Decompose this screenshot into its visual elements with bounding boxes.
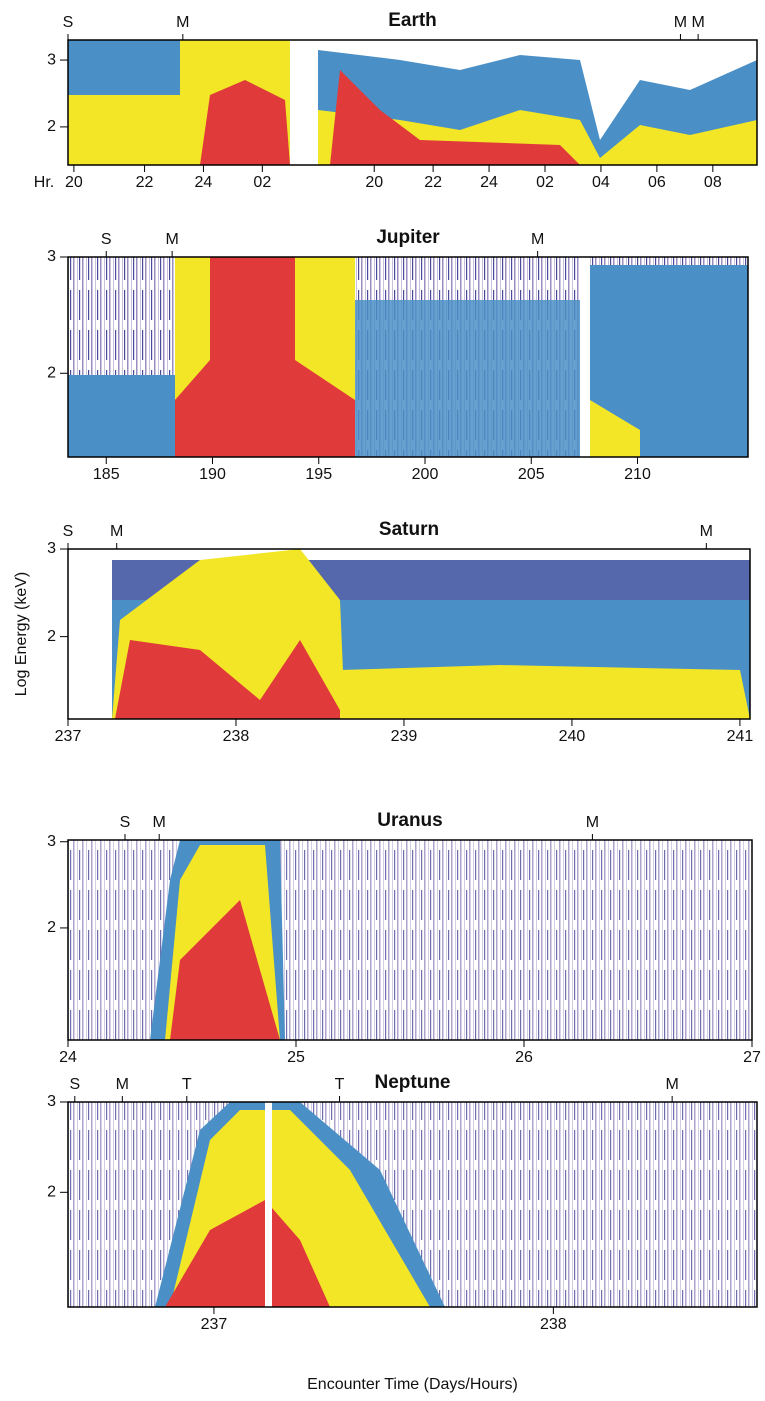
plot-frame (67, 256, 749, 458)
x-tick-label: 238 (223, 728, 250, 745)
plot-frame (67, 548, 751, 720)
x-tick-label: 185 (93, 466, 120, 483)
marker-label: M (586, 814, 599, 831)
marker-label: M (176, 14, 189, 31)
plot-frame (67, 39, 758, 166)
panel-title: Saturn (379, 519, 439, 540)
x-tick-label: 02 (253, 174, 271, 191)
marker-label: M (116, 1076, 129, 1093)
marker-label: S (63, 14, 74, 31)
y-tick-label: 3 (47, 833, 56, 850)
x-tick-label: 237 (55, 728, 82, 745)
x-tick-label: 190 (199, 466, 226, 483)
marker-label: M (165, 231, 178, 248)
marker-label: S (120, 814, 131, 831)
x-tick-label: 20 (365, 174, 383, 191)
marker-label: M (700, 523, 713, 540)
marker-label: T (182, 1076, 192, 1093)
y-tick-label: 3 (47, 1093, 56, 1110)
marker-label: M (153, 814, 166, 831)
x-tick-label: 237 (201, 1316, 228, 1333)
y-tick-label: 2 (47, 364, 56, 381)
x-tick-label: 24 (59, 1049, 77, 1066)
x-tick-label: 241 (727, 728, 754, 745)
y-tick-label: 2 (47, 118, 56, 135)
x-tick-label: 24 (480, 174, 498, 191)
marker-label: M (665, 1076, 678, 1093)
marker-label: S (101, 231, 112, 248)
y-tick-label: 2 (47, 628, 56, 645)
panel-title: Jupiter (376, 227, 440, 248)
marker-label: M (531, 231, 544, 248)
x-tick-label: 205 (518, 466, 545, 483)
x-tick-label: 08 (704, 174, 722, 191)
x-tick-label: 195 (305, 466, 332, 483)
panel-title: Earth (388, 10, 437, 31)
y-tick-label: 3 (47, 248, 56, 265)
x-tick-label: 02 (536, 174, 554, 191)
x-tick-label: 240 (559, 728, 586, 745)
plot-frame (67, 839, 753, 1041)
x-tick-label: 239 (391, 728, 418, 745)
y-axis-label: Log Energy (keV) (13, 572, 30, 697)
y-tick-label: 2 (47, 919, 56, 936)
x-tick-label: 27 (743, 1049, 761, 1066)
x-tick-label: 26 (515, 1049, 533, 1066)
x-tick-label: 238 (540, 1316, 567, 1333)
y-tick-label: 3 (47, 51, 56, 68)
spectrogram-background (68, 40, 757, 1307)
x-tick-label: 06 (648, 174, 666, 191)
marker-label: M (691, 14, 704, 31)
y-tick-label: 2 (47, 1184, 56, 1201)
panel-title: Uranus (377, 810, 442, 831)
marker-label: S (69, 1076, 80, 1093)
x-tick-label: 22 (424, 174, 442, 191)
x-unit-label: Hr. (34, 174, 54, 191)
x-tick-label: 210 (624, 466, 651, 483)
marker-label: M (674, 14, 687, 31)
x-tick-label: 04 (592, 174, 610, 191)
marker-label: M (110, 523, 123, 540)
x-tick-label: 24 (195, 174, 213, 191)
marker-label: S (63, 523, 74, 540)
x-tick-label: 25 (287, 1049, 305, 1066)
x-tick-label: 200 (412, 466, 439, 483)
x-axis-label: Encounter Time (Days/Hours) (307, 1376, 518, 1393)
panel-title: Neptune (375, 1072, 451, 1093)
marker-label: T (335, 1076, 345, 1093)
y-tick-label: 3 (47, 540, 56, 557)
x-tick-label: 22 (136, 174, 154, 191)
plot-frame (67, 1101, 758, 1308)
x-tick-label: 20 (65, 174, 83, 191)
